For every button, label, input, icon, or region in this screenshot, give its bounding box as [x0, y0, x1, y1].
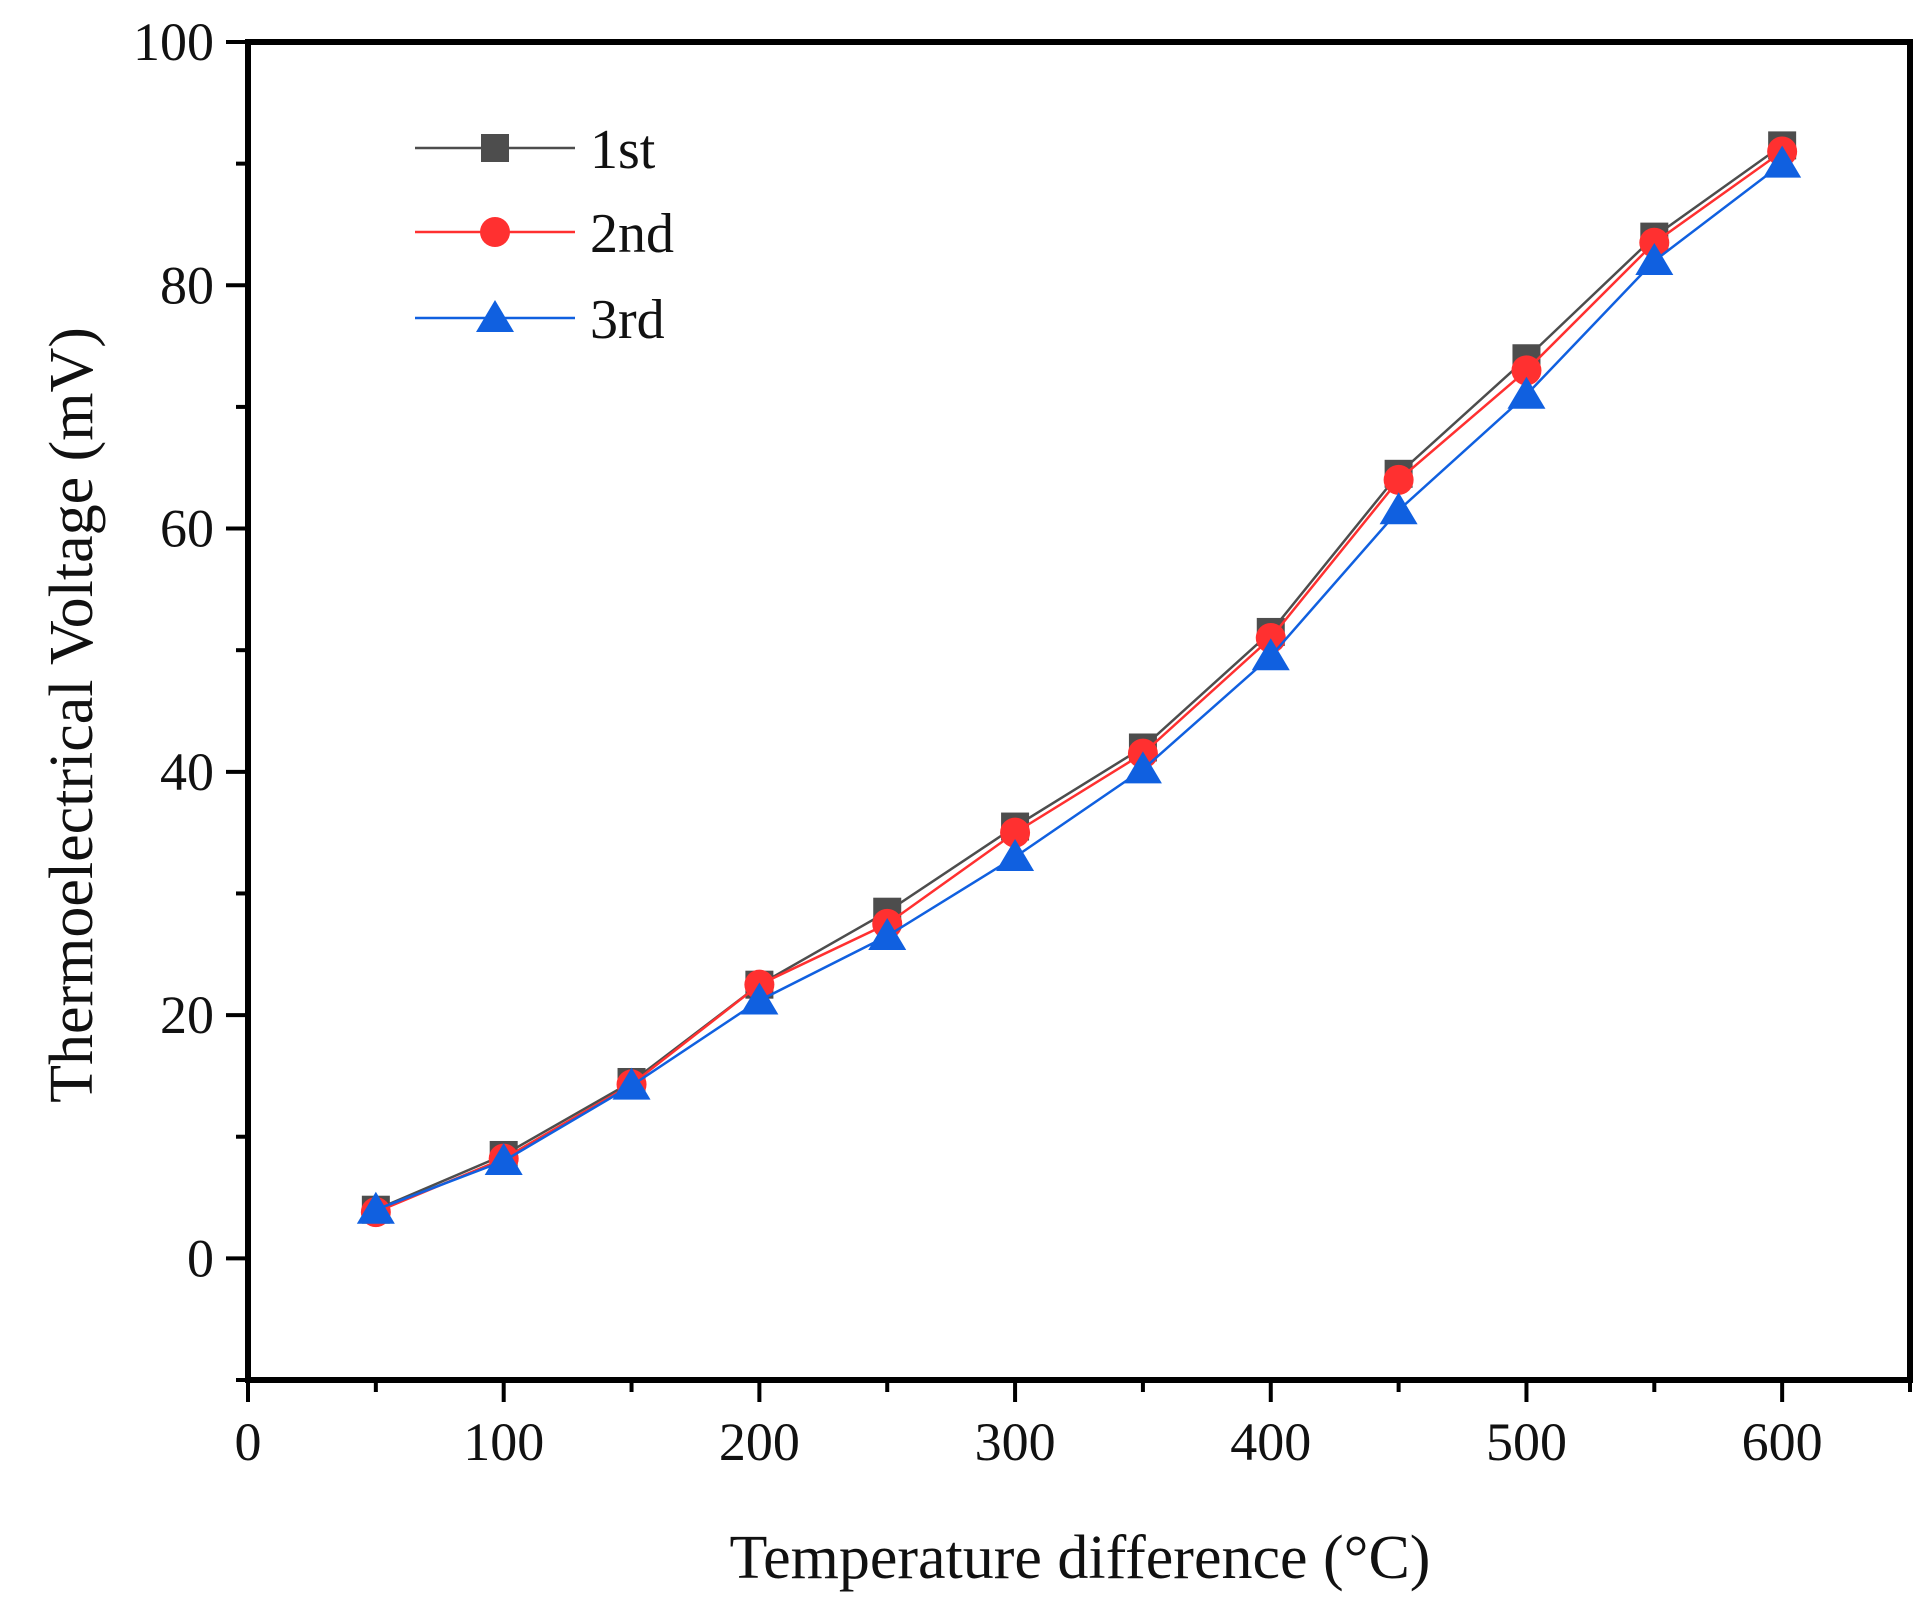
data-point-3rd — [484, 1143, 523, 1176]
data-point-2nd — [1383, 464, 1414, 495]
data-point-3rd — [1635, 242, 1674, 275]
plot-layer — [356, 131, 1802, 1228]
legend-item-2nd: 2nd — [415, 203, 674, 265]
series-line-3rd — [375, 162, 1783, 1211]
data-point-3rd — [1763, 145, 1802, 178]
legend: 1st 2nd 3rd — [415, 119, 674, 351]
legend-label: 2nd — [590, 203, 674, 265]
data-point-3rd — [868, 918, 907, 951]
y-axis-title: Thermoelectrical Voltage (mV) — [38, 327, 106, 1103]
axes-layer: 0 100 200 300 400 500 600 0 20 40 60 80 100 — [133, 12, 1913, 1472]
data-point-3rd — [740, 982, 779, 1015]
x-tick-label: 400 — [1230, 1412, 1311, 1472]
plot-frame — [245, 39, 1913, 1383]
legend-item-3rd: 3rd — [415, 289, 665, 351]
y-tick-label: 100 — [133, 12, 214, 72]
y-tick-label: 60 — [160, 499, 214, 559]
data-point-2nd — [1000, 817, 1031, 848]
legend-marker — [480, 217, 510, 247]
y-tick-label: 40 — [160, 742, 214, 802]
y-tick-label: 80 — [160, 255, 214, 315]
data-point-3rd — [1251, 638, 1290, 671]
legend-item-1st: 1st — [415, 119, 656, 181]
legend-label: 3rd — [590, 289, 665, 351]
data-point-2nd — [1639, 227, 1670, 258]
legend-label: 1st — [590, 119, 656, 181]
series-3rd — [356, 145, 1802, 1224]
data-point-3rd — [356, 1191, 395, 1224]
data-point-2nd — [1255, 623, 1286, 654]
data-point-3rd — [1507, 376, 1546, 409]
x-tick-label: 300 — [975, 1412, 1056, 1472]
data-point-3rd — [1123, 751, 1162, 784]
data-point-3rd — [1379, 492, 1418, 525]
y-tick-label: 0 — [187, 1228, 214, 1288]
legend-marker — [476, 300, 514, 332]
data-point-3rd — [996, 838, 1035, 871]
x-tick-label: 600 — [1742, 1412, 1823, 1472]
x-tick-label: 200 — [719, 1412, 800, 1472]
legend-marker — [481, 134, 509, 162]
x-tick-label: 0 — [235, 1412, 262, 1472]
data-point-2nd — [1511, 355, 1542, 386]
data-point-3rd — [612, 1067, 651, 1100]
x-tick-label: 100 — [463, 1412, 544, 1472]
y-tick-label: 20 — [160, 985, 214, 1045]
x-tick-label: 500 — [1486, 1412, 1567, 1472]
series-line-1st — [375, 144, 1783, 1211]
x-axis-title: Temperature difference (°C) — [730, 1524, 1431, 1592]
